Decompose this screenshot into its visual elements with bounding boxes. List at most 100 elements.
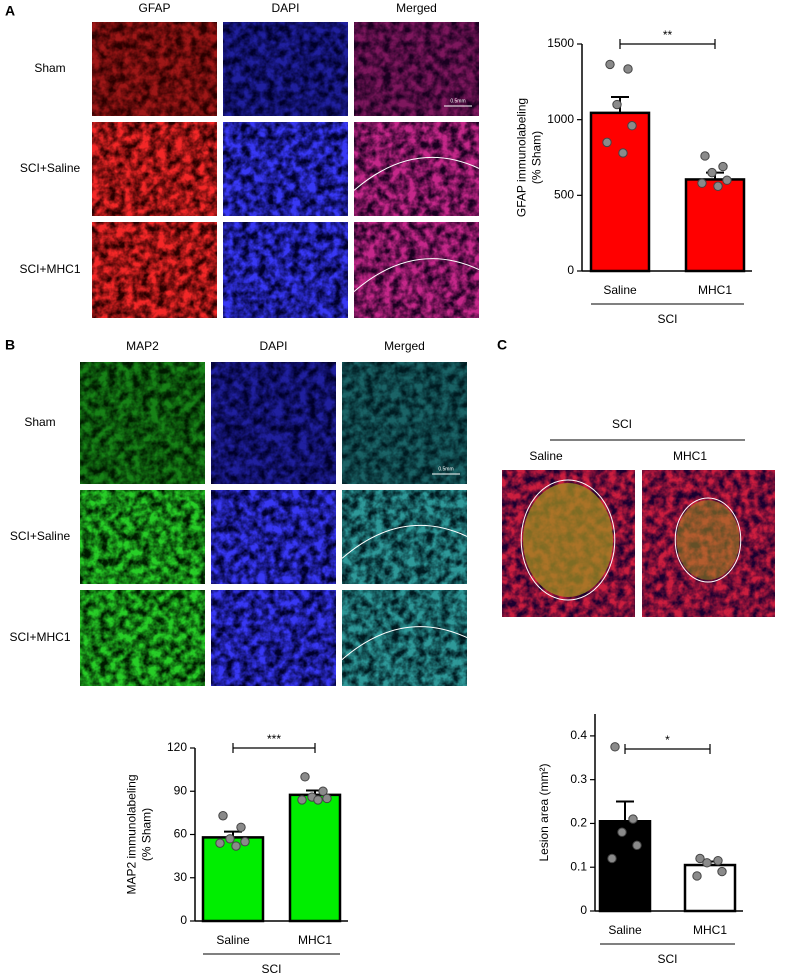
data-point bbox=[236, 822, 246, 832]
lesion-outline bbox=[353, 157, 480, 191]
bar bbox=[598, 820, 652, 913]
column-header: Merged bbox=[396, 1, 437, 15]
data-point bbox=[692, 871, 702, 881]
micrograph-texture bbox=[223, 222, 348, 318]
group-label: SCI bbox=[657, 312, 677, 326]
micrograph-texture bbox=[342, 490, 467, 584]
scale-bar-label: 0.5mm bbox=[438, 466, 453, 472]
data-point bbox=[628, 814, 638, 824]
data-point bbox=[618, 148, 628, 158]
y-tick-label: 0.3 bbox=[570, 772, 587, 786]
significance-label: *** bbox=[267, 732, 281, 746]
column-header: Merged bbox=[384, 339, 425, 353]
data-point bbox=[607, 853, 617, 864]
y-tick-label: 1000 bbox=[547, 112, 574, 126]
y-tick-label: 1500 bbox=[547, 36, 574, 50]
micrograph-texture bbox=[92, 22, 217, 116]
micrograph-texture bbox=[342, 590, 467, 686]
micrograph-texture bbox=[211, 490, 336, 584]
column-header: MHC1 bbox=[673, 449, 707, 463]
significance-label: ** bbox=[663, 28, 673, 42]
data-point bbox=[718, 161, 728, 172]
data-point bbox=[300, 772, 310, 782]
micrograph-texture bbox=[80, 490, 205, 584]
data-point bbox=[318, 786, 328, 796]
lesion-outline bbox=[353, 258, 480, 292]
column-header: Saline bbox=[529, 449, 563, 463]
micrograph-texture bbox=[211, 362, 336, 484]
data-point bbox=[697, 178, 707, 188]
group-label: SCI bbox=[657, 952, 677, 966]
column-header: MAP2 bbox=[126, 339, 159, 353]
row-label: SCI+MHC1 bbox=[19, 262, 80, 276]
bar bbox=[684, 178, 746, 273]
data-point bbox=[240, 837, 250, 847]
data-point bbox=[713, 181, 723, 191]
x-tick-label: Saline bbox=[216, 933, 250, 947]
y-axis-label: MAP2 immunolabeling bbox=[125, 774, 139, 894]
row-label: SCI+Saline bbox=[10, 529, 71, 543]
data-point bbox=[605, 59, 615, 70]
data-point bbox=[215, 838, 225, 848]
row-label: SCI+MHC1 bbox=[9, 630, 70, 644]
x-tick-label: MHC1 bbox=[698, 283, 732, 297]
y-tick-label: 0 bbox=[180, 913, 187, 927]
row-label: Sham bbox=[24, 415, 55, 429]
scale-bar-label: 0.5mm bbox=[450, 98, 465, 104]
row-label: Sham bbox=[34, 61, 65, 75]
data-point bbox=[713, 855, 723, 866]
data-point bbox=[610, 742, 620, 752]
y-tick-label: 120 bbox=[167, 740, 187, 754]
x-tick-label: Saline bbox=[608, 923, 642, 937]
y-tick-label: 0 bbox=[580, 903, 587, 917]
micrograph-texture bbox=[223, 122, 348, 216]
data-point bbox=[717, 866, 727, 877]
group-label: SCI bbox=[261, 962, 281, 976]
data-point bbox=[313, 795, 323, 805]
micrograph-texture bbox=[92, 122, 217, 216]
panel-letter: A bbox=[5, 3, 15, 19]
data-point bbox=[695, 853, 705, 864]
data-point bbox=[632, 840, 642, 851]
data-point bbox=[231, 841, 241, 851]
data-point bbox=[322, 793, 332, 804]
row-label: SCI+Saline bbox=[20, 161, 81, 175]
y-tick-label: 0.4 bbox=[570, 728, 587, 742]
micrograph-texture bbox=[211, 590, 336, 686]
x-tick-label: MHC1 bbox=[693, 923, 727, 937]
data-point bbox=[617, 827, 627, 837]
y-tick-label: 0.2 bbox=[570, 816, 587, 830]
y-axis-label: GFAP immunolabeling bbox=[515, 98, 529, 217]
data-point bbox=[297, 795, 307, 805]
group-label: SCI bbox=[612, 417, 632, 431]
significance-bracket bbox=[232, 743, 316, 753]
bar bbox=[683, 863, 737, 913]
micrograph-texture bbox=[354, 22, 479, 116]
lesion-outline bbox=[674, 497, 742, 583]
bar bbox=[201, 836, 265, 923]
column-header: DAPI bbox=[259, 339, 287, 353]
lesion-core bbox=[676, 500, 740, 580]
y-tick-label: 90 bbox=[174, 783, 188, 797]
y-tick-label: 60 bbox=[174, 827, 188, 841]
data-point bbox=[702, 858, 712, 868]
y-tick-label: 0.1 bbox=[570, 859, 587, 873]
lesion-outline bbox=[341, 525, 468, 559]
y-tick-label: 30 bbox=[174, 870, 188, 884]
data-point bbox=[225, 834, 235, 844]
y-axis-label: (% Sham) bbox=[140, 808, 154, 861]
significance-bracket bbox=[619, 39, 716, 49]
y-axis-label: (% Sham) bbox=[530, 131, 544, 184]
lesion-outline bbox=[520, 479, 616, 601]
data-point bbox=[722, 175, 732, 185]
significance-label: * bbox=[665, 733, 670, 747]
column-header: DAPI bbox=[271, 1, 299, 15]
data-point bbox=[700, 151, 710, 161]
data-point bbox=[707, 167, 717, 178]
y-tick-label: 500 bbox=[554, 188, 574, 202]
micrograph-texture bbox=[342, 362, 467, 484]
data-point bbox=[218, 811, 228, 821]
lesion-outline bbox=[341, 626, 468, 660]
bar bbox=[589, 111, 651, 273]
